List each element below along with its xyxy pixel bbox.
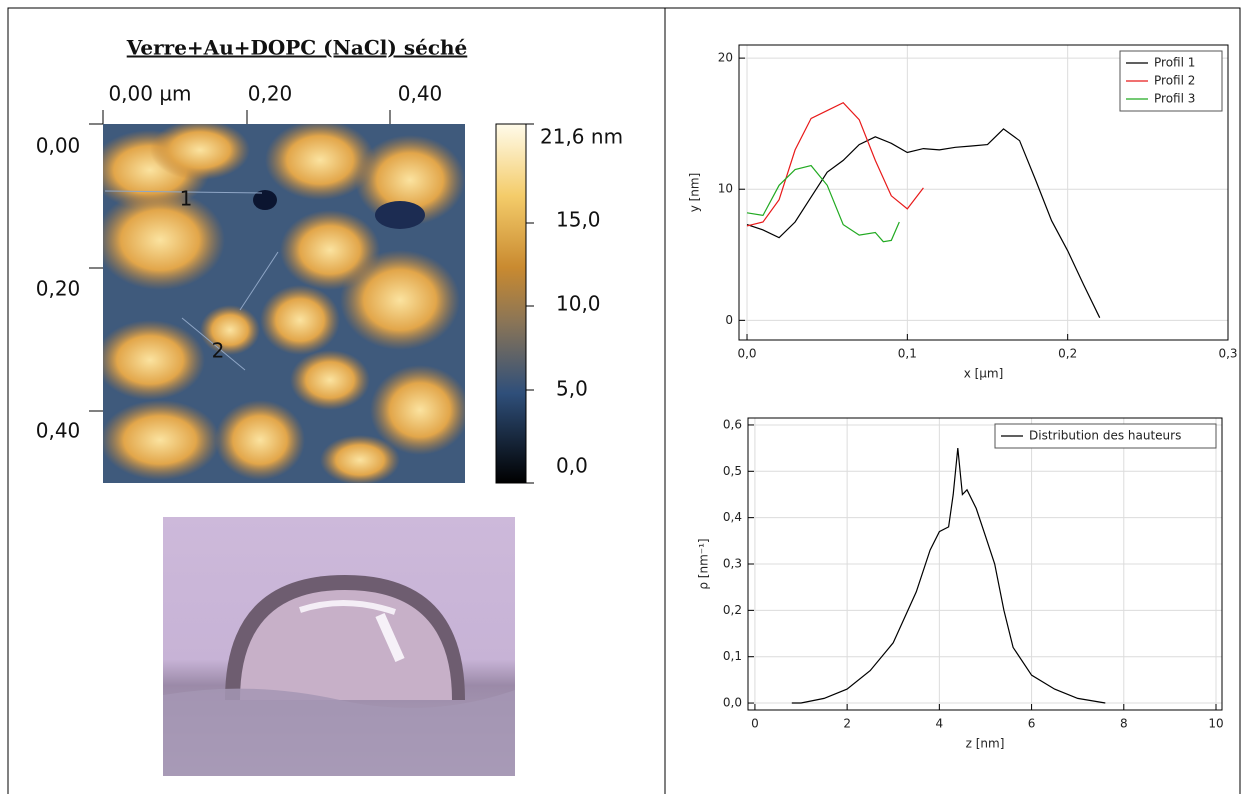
y-tick-label: 20 <box>718 51 733 65</box>
afm-x-tick: 0,40 <box>398 82 443 106</box>
y-axis-label: y [nm] <box>688 173 702 213</box>
profile-marker: 2 <box>212 339 225 363</box>
x-tick-label: 0,2 <box>1058 347 1077 361</box>
legend-box <box>994 423 1217 449</box>
colorbar-tick: 0,0 <box>556 454 588 478</box>
plot-frame <box>747 417 1223 711</box>
plot-frame <box>738 44 1229 341</box>
x-axis-label: x [µm] <box>964 367 1004 381</box>
afm-panel: Verre+Au+DOPC (NaCl) séché 1 2 0,00 µm 0… <box>36 36 623 484</box>
x-tick-label: 4 <box>936 717 944 731</box>
y-tick-label: 0,5 <box>723 464 742 478</box>
x-tick-label: 0,1 <box>898 347 917 361</box>
series-line <box>746 101 924 227</box>
colorbar-ticks <box>526 123 534 484</box>
colorbar-tick: 5,0 <box>556 377 588 401</box>
x-axis-label: z [nm] <box>966 737 1005 751</box>
legend-label: Profil 1 <box>1154 56 1195 70</box>
legend-label: Profil 3 <box>1154 92 1195 106</box>
y-axis-label: ρ [nm⁻¹] <box>697 538 711 589</box>
afm-y-tick: 0,20 <box>36 277 81 301</box>
x-tick-label: 10 <box>1208 717 1223 731</box>
y-tick-label: 0,6 <box>723 417 742 431</box>
legend-label: Profil 2 <box>1154 74 1195 88</box>
colorbar <box>495 123 527 484</box>
afm-x-tick: 0,00 µm <box>108 82 191 106</box>
y-tick-label: 0,1 <box>723 649 742 663</box>
y-tick-label: 10 <box>718 182 733 196</box>
afm-y-tick: 0,00 <box>36 134 81 158</box>
colorbar-tick: 21,6 nm <box>540 125 623 149</box>
x-tick-label: 6 <box>1028 717 1036 731</box>
droplet-photo <box>163 517 515 776</box>
afm-axis <box>89 110 391 412</box>
legend-label: Distribution des hauteurs <box>1029 429 1181 443</box>
frame <box>7 7 1241 798</box>
y-tick-label: 0,2 <box>723 603 742 617</box>
series-line <box>791 448 1106 704</box>
x-tick-label: 0,0 <box>737 347 756 361</box>
y-tick-label: 0 <box>725 313 733 327</box>
colorbar-tick: 10,0 <box>556 292 601 316</box>
profile-marker: 1 <box>180 187 193 211</box>
y-tick-label: 0,4 <box>723 510 742 524</box>
y-tick-label: 0,0 <box>723 696 742 710</box>
x-tick-label: 2 <box>843 717 851 731</box>
colorbar-tick: 15,0 <box>556 208 601 232</box>
afm-y-tick: 0,40 <box>36 419 81 443</box>
series-line <box>746 128 1101 318</box>
title: Verre+Au+DOPC (NaCl) séché <box>126 36 468 60</box>
y-tick-label: 0,3 <box>723 557 742 571</box>
x-tick-label: 0 <box>751 717 759 731</box>
series-line <box>746 164 900 243</box>
x-tick-label: 8 <box>1120 717 1128 731</box>
afm-image <box>103 124 465 483</box>
x-tick-label: 0,3 <box>1218 347 1237 361</box>
afm-x-tick: 0,20 <box>248 82 293 106</box>
